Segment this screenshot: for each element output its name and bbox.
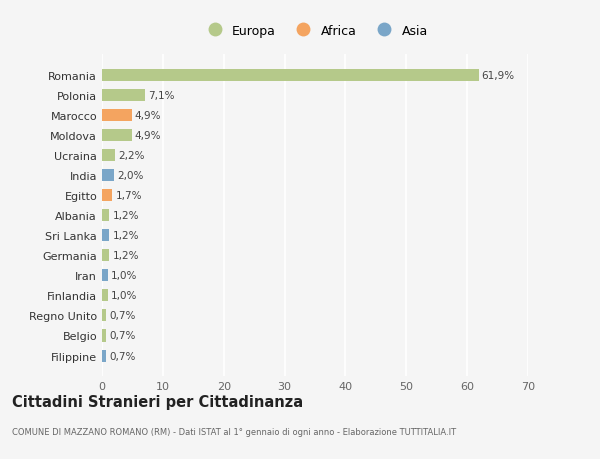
Text: 1,0%: 1,0% xyxy=(111,291,137,301)
Bar xyxy=(102,210,109,222)
Bar xyxy=(102,330,106,342)
Bar xyxy=(102,170,114,182)
Bar xyxy=(102,110,132,122)
Text: COMUNE DI MAZZANO ROMANO (RM) - Dati ISTAT al 1° gennaio di ogni anno - Elaboraz: COMUNE DI MAZZANO ROMANO (RM) - Dati IST… xyxy=(12,427,456,436)
Bar xyxy=(102,90,145,102)
Text: 1,0%: 1,0% xyxy=(111,271,137,281)
Text: 7,1%: 7,1% xyxy=(148,91,175,101)
Bar xyxy=(102,290,108,302)
Text: 0,7%: 0,7% xyxy=(109,351,136,361)
Bar xyxy=(102,150,115,162)
Text: 1,2%: 1,2% xyxy=(112,211,139,221)
Bar xyxy=(102,270,108,282)
Bar xyxy=(102,250,109,262)
Bar xyxy=(102,230,109,242)
Text: 1,7%: 1,7% xyxy=(115,191,142,201)
Text: 61,9%: 61,9% xyxy=(482,71,515,81)
Text: 2,2%: 2,2% xyxy=(118,151,145,161)
Text: 1,2%: 1,2% xyxy=(112,231,139,241)
Text: 2,0%: 2,0% xyxy=(117,171,143,181)
Legend: Europa, Africa, Asia: Europa, Africa, Asia xyxy=(197,19,433,42)
Text: Cittadini Stranieri per Cittadinanza: Cittadini Stranieri per Cittadinanza xyxy=(12,394,303,409)
Text: 0,7%: 0,7% xyxy=(109,331,136,341)
Text: 1,2%: 1,2% xyxy=(112,251,139,261)
Text: 4,9%: 4,9% xyxy=(135,131,161,141)
Bar xyxy=(102,70,479,82)
Bar xyxy=(102,350,106,362)
Bar xyxy=(102,130,132,142)
Text: 4,9%: 4,9% xyxy=(135,111,161,121)
Bar xyxy=(102,190,112,202)
Bar xyxy=(102,310,106,322)
Text: 0,7%: 0,7% xyxy=(109,311,136,321)
